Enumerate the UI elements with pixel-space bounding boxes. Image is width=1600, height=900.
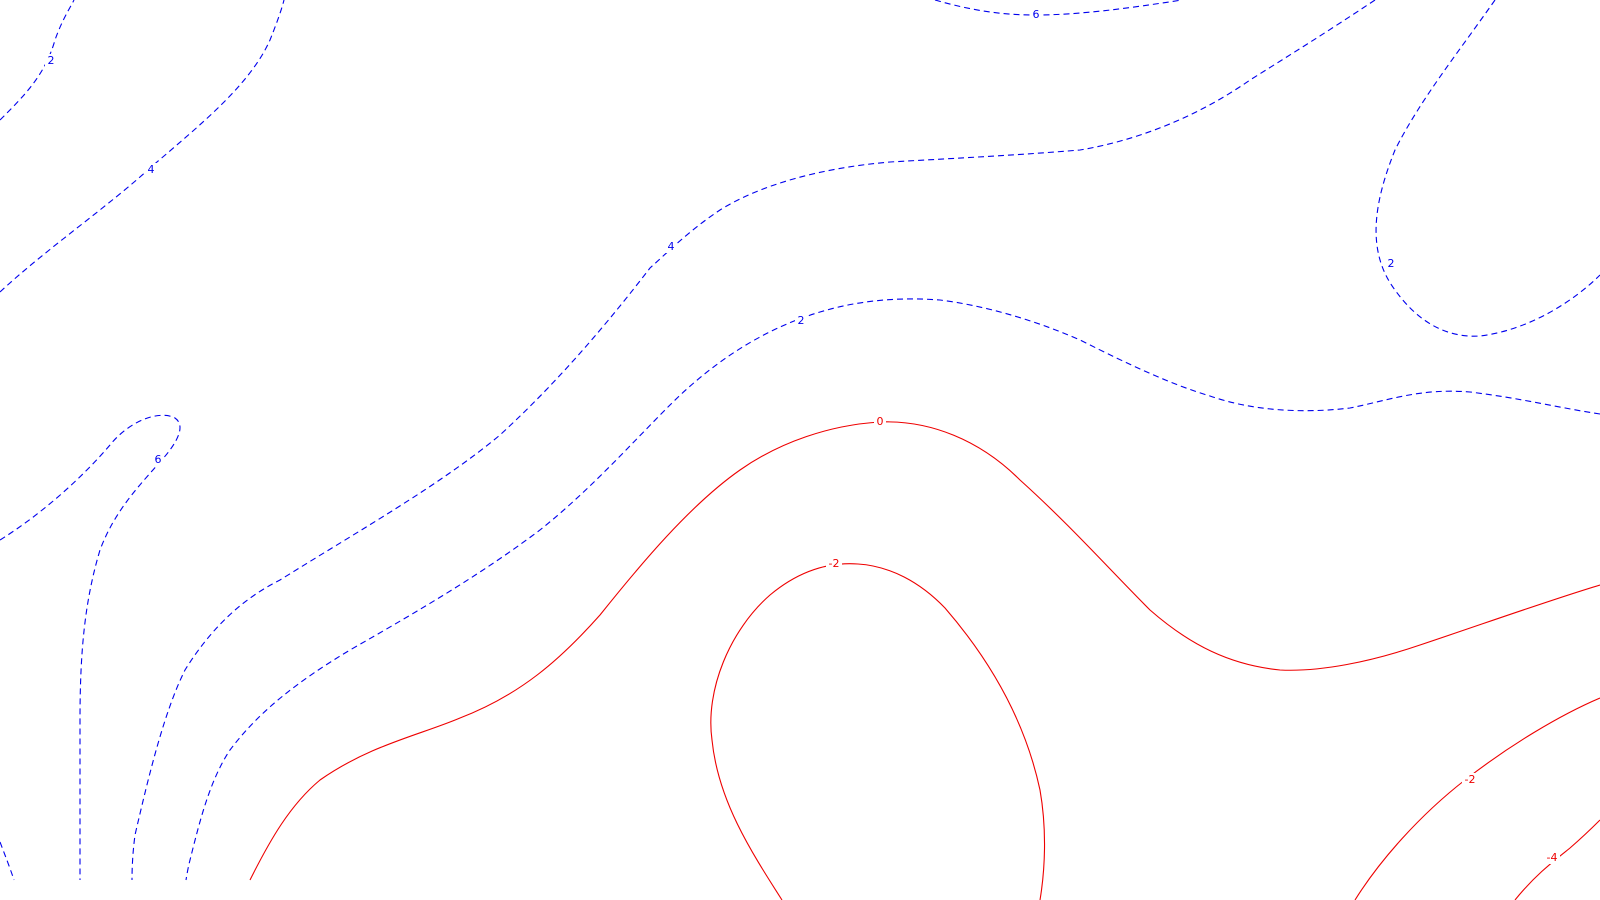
contour-line-pos-2-center [185, 298, 1600, 881]
contour-label-neg-0: 0 [877, 415, 884, 428]
contour-label-pos-2-center: 2 [798, 314, 805, 327]
contour-line-pos-2-right-loop [1375, 0, 1600, 337]
contour-label-neg-m2-center: -2 [829, 557, 840, 570]
contour-label-group: 2 4 6 4 2 2 6 0 -2 -2 -4 [45, 8, 1560, 864]
contour-line-neg-m2-center [710, 563, 1046, 900]
contour-line-neg-0 [249, 421, 1600, 881]
contour-label-pos-4-top-left: 4 [148, 163, 155, 176]
contour-label-pos-2-right-loop: 2 [1388, 257, 1395, 270]
contour-line-pos-6-top [934, 0, 1183, 16]
contour-line-pos-4-top-left [0, 0, 285, 293]
contour-label-pos-6-top: 6 [1033, 8, 1040, 21]
contour-label-pos-2-top-left: 2 [48, 54, 55, 67]
contour-label-pos-6-left: 6 [155, 453, 162, 466]
contour-label-pos-4-center: 4 [668, 240, 675, 253]
contour-line-pos-6-left-edge [0, 841, 15, 881]
contour-label-neg-m4-right: -4 [1547, 851, 1558, 864]
contour-line-neg-m2-right [1354, 697, 1600, 900]
contour-line-pos-6-left [0, 414, 181, 880]
contour-line-neg-m4-right [1514, 819, 1600, 900]
contour-line-pos-2-top-left [0, 0, 75, 121]
contour-label-neg-m2-right: -2 [1465, 773, 1476, 786]
contour-line-pos-4-center [131, 0, 1376, 881]
